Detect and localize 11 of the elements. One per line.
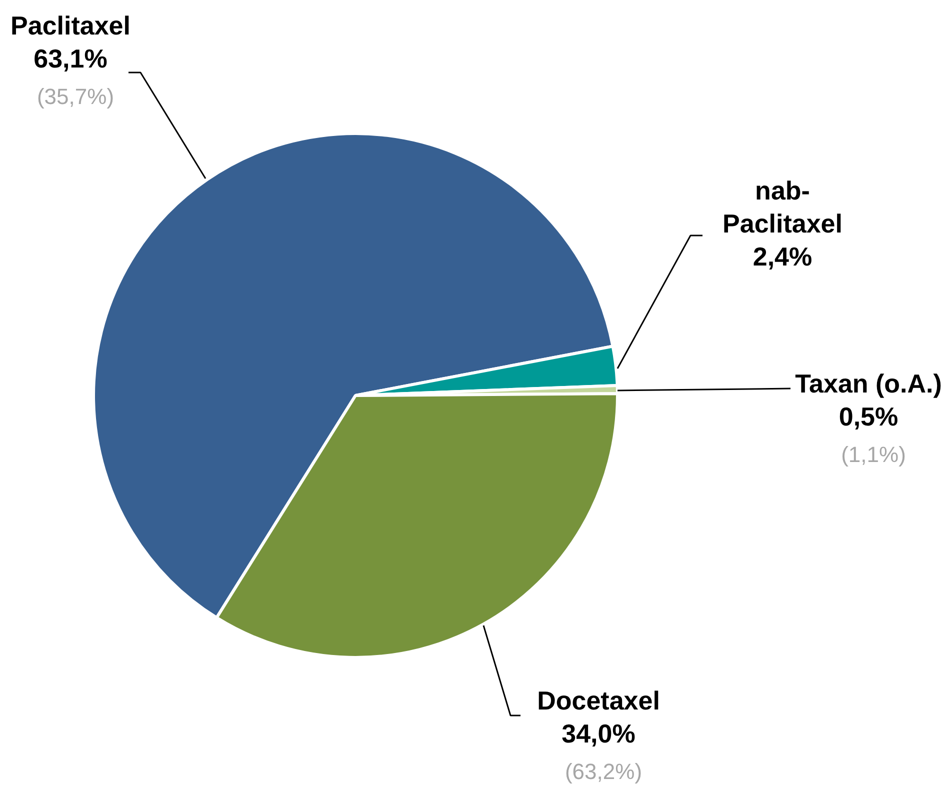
slice-label: Docetaxel xyxy=(537,686,660,716)
slice-label: nab- Paclitaxel xyxy=(722,176,842,238)
text: (35,7%) xyxy=(36,84,114,109)
text: (63,2%) xyxy=(564,759,642,784)
slice-label: Taxan (o.A.) xyxy=(795,368,942,398)
text: (1,1%) xyxy=(841,442,906,467)
slice-label: Paclitaxel xyxy=(10,10,130,40)
data-label: 34,0% xyxy=(562,718,636,748)
data-label: 63,1% xyxy=(34,44,108,74)
data-label: 2,4% xyxy=(752,242,812,272)
data-label: 0,5% xyxy=(838,402,898,432)
